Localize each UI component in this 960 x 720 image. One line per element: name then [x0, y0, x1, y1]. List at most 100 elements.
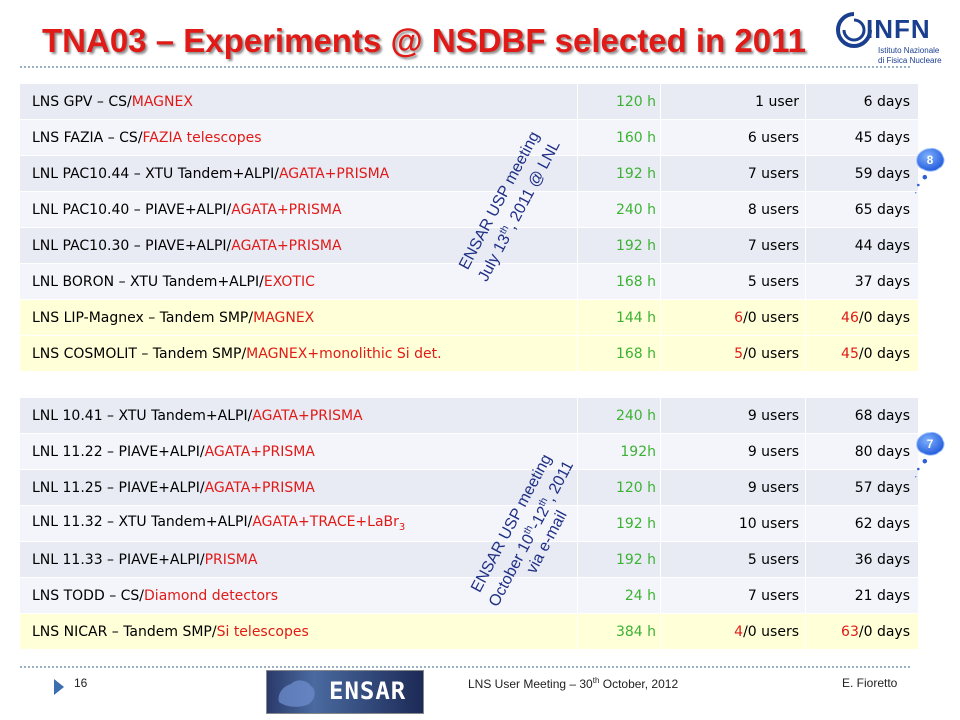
day-count: 45 days: [805, 119, 919, 156]
beam-hours: 24 h: [577, 577, 661, 614]
experiment-lab: LNS COSMOLIT – Tandem SMP/: [32, 345, 247, 362]
experiment-setup: AGATA+PRISMA: [231, 237, 342, 254]
day-count-main: 45: [841, 345, 859, 362]
user-count-label: /0 users: [743, 623, 799, 640]
table-row: LNS NICAR – Tandem SMP/Si telescopes 384 …: [20, 613, 919, 650]
user-count: 6/0 users: [660, 299, 806, 336]
user-count: 5/0 users: [660, 335, 806, 372]
day-count-label: 6 days: [863, 93, 910, 110]
experiment-name: LNL PAC10.44 – XTU Tandem+ALPI/AGATA+PRI…: [20, 155, 578, 192]
day-count-label: 36 days: [854, 551, 910, 568]
beam-hours: 168 h: [577, 335, 661, 372]
user-count-label: 10 users: [738, 515, 799, 532]
experiment-lab: LNS TODD – CS/: [32, 587, 145, 604]
user-count: 7 users: [660, 227, 806, 264]
experiment-setup: MAGNEX: [253, 309, 315, 326]
day-count: 46/0 days: [805, 299, 919, 336]
table-row: LNL 11.22 – PIAVE+ALPI/AGATA+PRISMA 192h 9…: [20, 433, 919, 470]
user-count-label: 7 users: [747, 237, 799, 254]
day-count-main: 46: [841, 309, 859, 326]
footer-divider: [20, 666, 910, 668]
user-count: 5 users: [660, 541, 806, 578]
infn-logo: INFN Istituto Nazionale di Fisica Nuclea…: [832, 6, 950, 66]
beam-hours: 120 h: [577, 84, 661, 120]
experiment-name: LNL 11.22 – PIAVE+ALPI/AGATA+PRISMA: [20, 433, 578, 470]
table-row: LNL PAC10.30 – PIAVE+ALPI/AGATA+PRISMA 19…: [20, 227, 919, 264]
experiment-lab: LNL 11.25 – PIAVE+ALPI/: [32, 479, 205, 496]
day-count: 65 days: [805, 191, 919, 228]
day-count-label: 68 days: [854, 407, 910, 424]
day-count: 68 days: [805, 398, 919, 434]
beam-hours: 240 h: [577, 398, 661, 434]
table-row: LNS TODD – CS/Diamond detectors 24 h 7 use…: [20, 577, 919, 614]
beam-hours: 240 h: [577, 191, 661, 228]
user-count-label: /0 users: [743, 345, 799, 362]
day-count: 80 days: [805, 433, 919, 470]
day-count-label: 37 days: [854, 273, 910, 290]
page-number: 16: [74, 676, 88, 690]
experiment-setup: PRISMA: [204, 551, 258, 568]
experiment-lab: LNL 11.32 – XTU Tandem+ALPI/: [32, 514, 253, 531]
experiment-name: LNL 11.32 – XTU Tandem+ALPI/AGATA+TRACE+…: [20, 505, 578, 542]
day-count-label: 80 days: [854, 443, 910, 460]
day-count-label: 62 days: [854, 515, 910, 532]
user-count: 4/0 users: [660, 613, 806, 650]
table-row: LNL PAC10.40 – PIAVE+ALPI/AGATA+PRISMA 24…: [20, 191, 919, 228]
experiment-name: LNS COSMOLIT – Tandem SMP/MAGNEX+monolit…: [20, 335, 578, 372]
count-badge-8: 8: [915, 147, 945, 194]
experiment-lab: LNL PAC10.44 – XTU Tandem+ALPI/: [32, 165, 279, 182]
user-count-label: 9 users: [747, 407, 799, 424]
user-count: 8 users: [660, 191, 806, 228]
day-count-main: 63: [841, 623, 859, 640]
experiment-name: LNL 11.33 – PIAVE+ALPI/PRISMA: [20, 541, 578, 578]
user-count-main: 4: [734, 623, 744, 640]
day-count: 59 days: [805, 155, 919, 192]
day-count-label: /0 days: [858, 345, 910, 362]
day-count: 57 days: [805, 469, 919, 506]
bullet-arrow-icon: [54, 679, 64, 695]
experiment-name: LNS TODD – CS/Diamond detectors: [20, 577, 578, 614]
experiment-lab: LNS NICAR – Tandem SMP/: [32, 623, 217, 640]
user-count: 9 users: [660, 469, 806, 506]
beam-hours: 120 h: [577, 469, 661, 506]
table-row: LNS COSMOLIT – Tandem SMP/MAGNEX+monolit…: [20, 335, 919, 372]
experiment-lab: LNS LIP-Magnex – Tandem SMP/: [32, 309, 254, 326]
table-row: LNL 11.32 – XTU Tandem+ALPI/AGATA+TRACE+…: [20, 505, 919, 542]
day-count: 63/0 days: [805, 613, 919, 650]
user-count-label: 7 users: [747, 165, 799, 182]
user-count-label: 8 users: [747, 201, 799, 218]
experiment-setup: EXOTIC: [263, 273, 315, 290]
experiment-lab: LNL PAC10.40 – PIAVE+ALPI/: [32, 201, 232, 218]
footer-author: E. Fioretto: [842, 676, 898, 690]
ensar-logo-text: ENSAR: [329, 677, 407, 705]
day-count: 44 days: [805, 227, 919, 264]
day-count-label: /0 days: [858, 623, 910, 640]
experiment-name: LNS LIP-Magnex – Tandem SMP/MAGNEX: [20, 299, 578, 336]
day-count-label: 65 days: [854, 201, 910, 218]
infn-logo-line2: di Fisica Nucleare: [878, 56, 942, 65]
user-count-label: 7 users: [747, 587, 799, 604]
experiment-setup-subscript: 3: [398, 521, 406, 533]
beam-hours: 384 h: [577, 613, 661, 650]
day-count: 62 days: [805, 505, 919, 542]
beam-hours: 192 h: [577, 541, 661, 578]
experiment-setup: Si telescopes: [216, 623, 309, 640]
europe-map-icon: [278, 680, 315, 707]
beam-hours: 192 h: [577, 155, 661, 192]
user-count: 9 users: [660, 398, 806, 434]
beam-hours: 192h: [577, 433, 661, 470]
infn-swirl-icon: [836, 12, 872, 48]
user-count-label: 6 users: [747, 129, 799, 146]
experiment-setup: AGATA+PRISMA: [231, 201, 342, 218]
table-row: LNL PAC10.44 – XTU Tandem+ALPI/AGATA+PRI…: [20, 155, 919, 192]
experiment-lab: LNS FAZIA – CS/: [32, 129, 143, 146]
title-divider: [20, 66, 910, 68]
day-count: 37 days: [805, 263, 919, 300]
experiment-setup: MAGNEX: [131, 93, 193, 110]
user-count: 9 users: [660, 433, 806, 470]
